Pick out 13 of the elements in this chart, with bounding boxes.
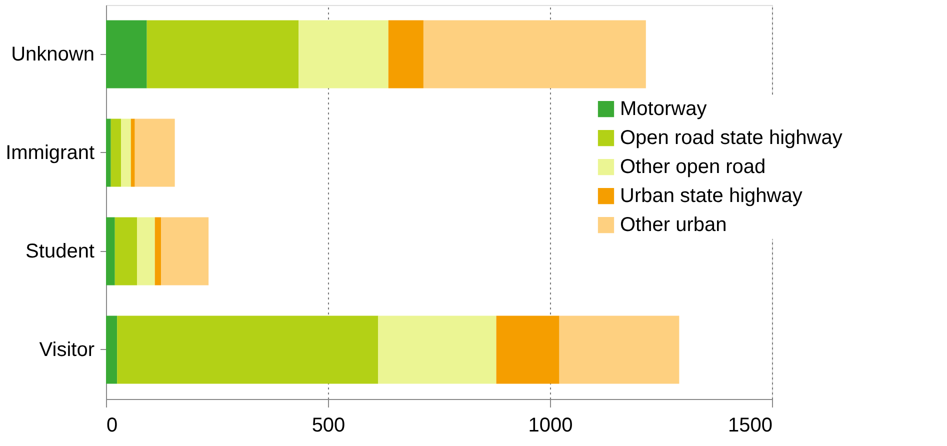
y-tick-label: Immigrant: [6, 142, 95, 164]
y-tick-label: Visitor: [39, 338, 95, 361]
x-tick-label: 500: [312, 414, 346, 436]
y-tick-label: Unknown: [11, 43, 94, 66]
legend-label: Open road state highway: [620, 127, 842, 149]
x-tick-label: 0: [106, 414, 118, 436]
legend-label: Other open road: [620, 156, 766, 178]
legend-label: Urban state highway: [620, 185, 802, 207]
x-tick-label: 1000: [528, 414, 573, 436]
legend-label: Motorway: [620, 98, 707, 120]
legend-label: Other urban: [620, 214, 727, 236]
x-tick-label: 1500: [728, 414, 772, 436]
y-tick-label: Student: [26, 240, 95, 262]
